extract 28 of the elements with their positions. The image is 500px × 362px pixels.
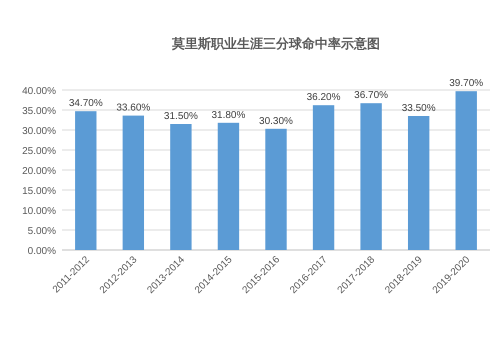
y-tick-label: 5.00%: [28, 226, 56, 237]
data-label: 31.80%: [211, 110, 246, 121]
bar: [170, 124, 192, 250]
chart-title: 莫里斯职业生涯三分球命中率示意图: [171, 36, 380, 51]
y-tick-label: 35.00%: [22, 106, 56, 117]
bar: [218, 122, 240, 250]
data-label: 33.50%: [402, 103, 436, 114]
y-tick-label: 40.00%: [22, 86, 56, 97]
y-tick-label: 0.00%: [28, 246, 56, 257]
bar: [122, 116, 144, 250]
data-label: 33.60%: [116, 102, 150, 114]
y-tick-label: 30.00%: [22, 126, 56, 137]
bar: [360, 103, 382, 250]
data-label: 36.70%: [354, 90, 388, 102]
y-tick-label: 15.00%: [22, 186, 56, 197]
bar: [265, 128, 287, 250]
bar: [408, 116, 430, 250]
bar: [312, 105, 334, 250]
data-label: 31.50%: [164, 111, 198, 122]
bar: [75, 111, 96, 250]
y-tick-label: 25.00%: [22, 146, 56, 157]
bar: [456, 91, 477, 250]
data-label: 30.30%: [259, 116, 294, 127]
data-label: 34.70%: [68, 98, 103, 110]
data-label: 39.70%: [449, 78, 484, 90]
data-label: 36.20%: [306, 92, 341, 104]
y-tick-label: 10.00%: [22, 206, 56, 217]
y-tick-label: 20.00%: [22, 166, 56, 177]
